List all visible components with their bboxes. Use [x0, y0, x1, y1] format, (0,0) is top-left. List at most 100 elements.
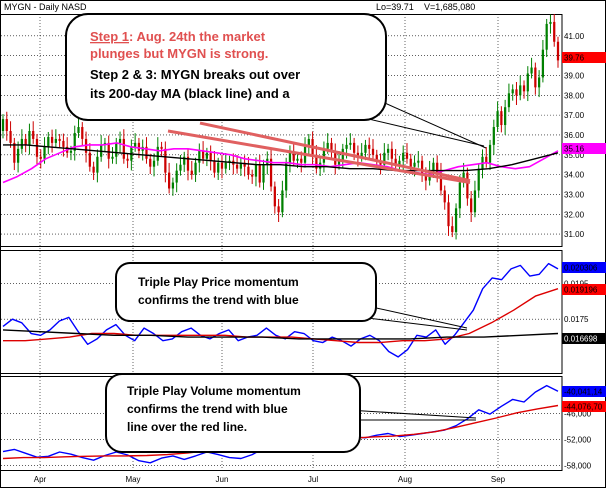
candle-body [194, 162, 197, 175]
candle-body [360, 152, 363, 157]
price-y-tick-label: 37.00 [564, 111, 585, 120]
candle-body [243, 162, 246, 167]
candle-body [307, 138, 310, 147]
candle-body [337, 160, 341, 165]
candle-body [500, 111, 503, 126]
candle-body [54, 138, 57, 143]
x-tick-label: Jul [308, 475, 318, 484]
price-last-badge-text: 39.76 [564, 54, 585, 63]
candle-body [50, 136, 54, 143]
candle-body [504, 107, 507, 126]
price-momentum-callout-line1: Triple Play Price momentum [138, 275, 299, 289]
candle-body [273, 186, 276, 207]
momentum-blue-badge: 0.020306 [562, 262, 606, 273]
step1-label: Step 1 [90, 29, 129, 44]
candle-body [519, 85, 522, 96]
main-callout-box [65, 13, 387, 121]
candle-body [436, 162, 439, 173]
price-y-tick-label: 38.00 [564, 91, 585, 100]
candle-body [473, 190, 477, 213]
candle-body [507, 93, 511, 108]
x-tick-label: Sep [491, 475, 506, 484]
symbol-label: MYGN - Daily NASD [4, 2, 87, 12]
candle-body [115, 142, 118, 157]
momentum-red-badge: 0.019196 [562, 284, 606, 295]
candle-body [556, 41, 560, 61]
candle-body [20, 138, 24, 149]
candle-body [235, 164, 239, 169]
candle-body [296, 158, 299, 161]
candle-body [247, 166, 250, 175]
candle-body [224, 162, 227, 169]
candle-body [541, 49, 545, 78]
candle-body [488, 144, 492, 163]
volume-momentum-callout-line1: Triple Play Volume momentum [127, 384, 301, 398]
candle-body [152, 160, 156, 167]
candle-body [352, 142, 356, 153]
candle-body [281, 190, 284, 213]
candle-body [443, 190, 446, 203]
candle-body [398, 160, 401, 165]
candle-body [160, 146, 163, 149]
candle-body [553, 21, 556, 42]
momentum-blue-badge-bg [562, 262, 606, 273]
candle-body [458, 182, 461, 209]
candle-body [175, 170, 178, 183]
candle-body [534, 67, 537, 88]
momentum-red-badge-text: 0.019196 [564, 286, 598, 295]
volume-y-tick-label: -46,000 [564, 410, 592, 419]
candle-body [164, 148, 167, 173]
candle-body [485, 156, 488, 163]
candle-body [167, 172, 171, 189]
candle-body [88, 152, 91, 167]
momentum-y-tick-label: 0.0195 [564, 279, 589, 288]
candle-body [107, 142, 110, 159]
candle-body [409, 158, 412, 167]
candle-body [16, 148, 20, 163]
x-tick-label: May [125, 475, 140, 484]
candle-body [364, 144, 367, 153]
candle-body [447, 202, 450, 227]
candle-body [122, 138, 125, 159]
price-last-badge: 39.76 [562, 52, 606, 63]
price-y-tick-label: 35.00 [564, 151, 585, 160]
volume-momentum-callout-line2: confirms the trend with blue [127, 402, 288, 416]
ma-last-badge-text: 35.16 [564, 145, 585, 154]
volume-y-tick-label: -58,000 [564, 461, 592, 470]
candle-body [522, 85, 526, 92]
candle-body [322, 148, 326, 163]
volume-blue-badge: -40,041,14 [562, 386, 606, 397]
candle-body [326, 142, 329, 149]
candle-body [526, 73, 529, 92]
candle-body [69, 150, 73, 153]
candle-body [190, 170, 193, 175]
candle-body [43, 146, 46, 159]
price-y-tick-label: 36.00 [564, 131, 585, 140]
main-callout-line2: plunges but MYGN is strong. [90, 46, 268, 61]
candle-body [470, 198, 473, 213]
candle-body [375, 154, 378, 161]
candle-body [515, 89, 518, 96]
momentum-black-badge-text: 0.016698 [564, 335, 598, 344]
candle-body [239, 162, 242, 169]
momentum-red-badge-bg [562, 284, 606, 295]
candle-body [549, 21, 552, 24]
price-y-tick-label: 31.00 [564, 230, 585, 239]
x-tick-label: Aug [398, 475, 412, 484]
candle-body [111, 156, 114, 159]
candle-body [371, 148, 375, 155]
candle-body [209, 152, 212, 161]
momentum-blue-badge-text: 0.020306 [564, 264, 598, 273]
candle-body [205, 152, 209, 159]
volume-red-badge: -44,076,70 [562, 401, 606, 412]
candle-body [58, 138, 61, 141]
volume-red-badge-bg [562, 401, 606, 412]
candle-body [73, 132, 76, 151]
price-momentum-plot-area [2, 262, 559, 358]
price-y-tick-label: 33.00 [564, 190, 585, 199]
x-tick-label: Apr [34, 475, 47, 484]
candle-body [496, 111, 499, 128]
candle-body [451, 226, 454, 233]
volume-label: V=1,685,080 [424, 2, 475, 12]
